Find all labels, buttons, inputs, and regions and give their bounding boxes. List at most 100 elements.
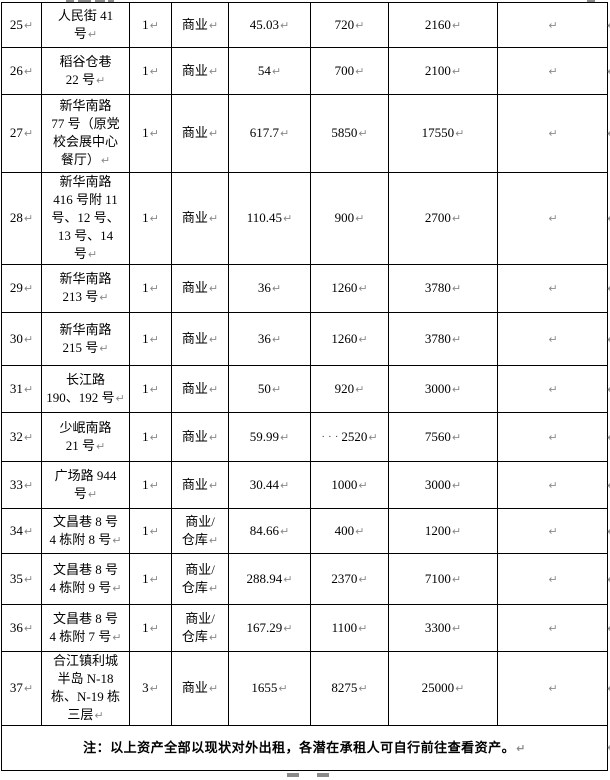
cropped-paragraph-mark-icon: ↵ [607, 480, 610, 491]
cell-area: 617.7↵ [228, 94, 311, 173]
cell-rent-2-text: 2700 [424, 210, 451, 225]
paragraph-mark-icon: ↵ [355, 18, 365, 32]
cell-address: 新华南路 213 号↵ [41, 264, 130, 313]
cell-remark: ↵ [497, 94, 608, 173]
cell-serial-text: 31 [9, 380, 23, 396]
cell-address-text: 长江路 190、192 号 [46, 371, 115, 405]
cell-area-text: 110.45 [246, 210, 283, 225]
paragraph-mark-icon: ↵ [149, 282, 159, 295]
cell-remark: ↵ [497, 172, 608, 265]
cropped-text-fragment [95, 0, 105, 3]
paragraph-mark-icon: ↵ [208, 64, 219, 78]
cell-rent-1: 700↵ [310, 47, 389, 95]
cell-rent-1-text: 8275 [331, 680, 358, 695]
paragraph-mark-icon: ↵ [208, 18, 219, 32]
paragraph-mark-icon: ↵ [451, 524, 462, 538]
cell-area: 54↵ [228, 47, 311, 95]
cell-address: 新华南路 416 号附 11 号、12 号、 13 号、14 号↵ [41, 172, 130, 265]
cell-quantity-text: 1 [142, 380, 149, 396]
paragraph-mark-icon: ↵ [451, 212, 462, 225]
paragraph-mark-icon: ↵ [451, 18, 462, 32]
paragraph-mark-icon: ↵ [358, 621, 368, 635]
cell-serial-text: 36 [9, 619, 23, 635]
cell-remark: ↵ [497, 604, 608, 652]
cell-quantity: 1↵ [129, 604, 172, 652]
cell-rent-1-text: 5850 [331, 125, 358, 140]
table-row: 32↵ 少岷南路 21 号↵ 1↵ 商业↵ 59.99↵ ···2520↵ 7560↵ ↵ [1, 412, 608, 462]
cell-remark: ↵ [497, 264, 608, 313]
cell-area: 167.29↵ [228, 604, 311, 652]
paragraph-mark-icon: ↵ [149, 621, 159, 635]
cell-rent-2: 17550↵ [388, 94, 498, 173]
paragraph-mark-icon: ↵ [280, 127, 290, 140]
cell-quantity-text: 1 [142, 62, 149, 78]
cell-quantity: 3↵ [129, 651, 172, 726]
cell-address-text: 广场路 944 号 [54, 467, 117, 501]
paragraph-mark-icon: ↵ [358, 682, 368, 695]
cell-rent-2-text: 2160 [424, 16, 451, 32]
cell-rent-1-text: 2520 [341, 428, 368, 444]
cell-area: 59.99↵ [228, 412, 311, 462]
paragraph-mark-icon: ↵ [451, 64, 462, 78]
paragraph-mark-icon: ↵ [516, 741, 526, 755]
cell-rent-2: 7560↵ [388, 412, 498, 462]
cell-serial: 29↵ [1, 264, 42, 313]
cell-area-text: 288.94 [246, 570, 283, 586]
cell-usage-text: 商业 [181, 476, 208, 492]
paragraph-mark-icon: ↵ [208, 630, 219, 644]
paragraph-mark-icon: ↵ [358, 127, 368, 140]
paragraph-mark-icon: ↵ [358, 572, 368, 586]
cropped-paragraph-mark-icon: ↵ [607, 283, 610, 294]
paragraph-mark-icon: ↵ [23, 282, 34, 295]
cell-serial: 27↵ [1, 94, 42, 173]
cell-address-text: 新华南路 77 号（原党 校会展中心 餐厅） [51, 98, 120, 167]
paragraph-mark-icon: ↵ [280, 524, 290, 538]
cell-usage: 商业/ 仓库↵ [171, 553, 229, 605]
cell-rent-2-text: 3000 [424, 380, 451, 396]
paragraph-mark-icon: ↵ [548, 127, 558, 140]
cell-quantity: 1↵ [129, 365, 172, 413]
paragraph-mark-icon: ↵ [548, 621, 558, 635]
cell-remark: ↵ [497, 2, 608, 48]
paragraph-mark-icon: ↵ [283, 621, 293, 635]
cell-address: 文昌巷 8 号 4 栋附 8 号↵ [41, 508, 130, 554]
paragraph-mark-icon: ↵ [548, 18, 558, 32]
cell-area-text: 36 [257, 280, 271, 295]
cell-usage: 商业↵ [171, 264, 229, 313]
cell-serial-text: 35 [9, 570, 23, 586]
cell-remark: ↵ [497, 651, 608, 726]
cell-rent-1-text: 700 [334, 62, 355, 78]
paragraph-mark-icon: ↵ [548, 430, 558, 444]
paragraph-mark-icon: ↵ [23, 332, 34, 346]
cell-usage: 商业/ 仓库↵ [171, 604, 229, 652]
paragraph-mark-icon: ↵ [548, 332, 558, 346]
paragraph-mark-icon: ↵ [100, 154, 111, 167]
paragraph-mark-icon: ↵ [455, 127, 465, 140]
cell-serial-text: 27 [9, 125, 23, 140]
paragraph-mark-icon: ↵ [548, 682, 558, 695]
cell-usage-text: 商业 [181, 330, 208, 346]
cell-quantity: 1↵ [129, 412, 172, 462]
table-row: 35↵ 文昌巷 8 号 4 栋附 9 号↵ 1↵ 商业/ 仓库↵ 288.94↵ 2370… [1, 553, 608, 605]
cell-serial: 32↵ [1, 412, 42, 462]
paragraph-mark-icon: ↵ [271, 282, 282, 295]
cell-area-text: 30.44 [249, 476, 280, 492]
paragraph-mark-icon: ↵ [548, 478, 558, 492]
paragraph-mark-icon: ↵ [283, 212, 293, 225]
cell-serial-text: 34 [9, 522, 23, 538]
table-row: 28↵ 新华南路 416 号附 11 号、12 号、 13 号、14 号↵ 1↵ 商业… [1, 172, 608, 265]
paragraph-mark-icon: ↵ [149, 127, 159, 140]
table-row: 30↵ 新华南路 215 号↵ 1↵ 商业↵ 36↵ 1260↵ 3780↵ ↵ [1, 312, 608, 366]
paragraph-mark-icon: ↵ [149, 332, 159, 346]
cell-serial-text: 30 [9, 330, 23, 346]
cell-area-text: 50 [257, 380, 271, 396]
cell-rent-1-text: 400 [334, 522, 355, 538]
paragraph-mark-icon: ↵ [149, 682, 159, 695]
cell-rent-2: 7100↵ [388, 553, 498, 605]
cell-quantity: 1↵ [129, 47, 172, 95]
cell-quantity: 1↵ [129, 461, 172, 509]
paragraph-mark-icon: ↵ [99, 291, 109, 304]
cell-address: 文昌巷 8 号 4 栋附 7 号↵ [41, 604, 130, 652]
cell-serial-text: 28 [9, 210, 23, 225]
cell-serial: 30↵ [1, 312, 42, 366]
